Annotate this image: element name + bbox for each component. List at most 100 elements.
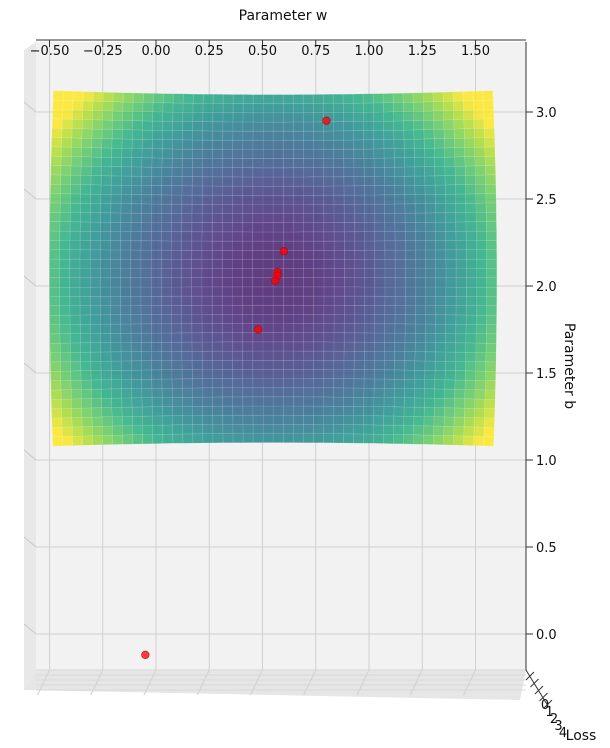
surface-patch [222, 112, 234, 123]
surface-patch [202, 433, 214, 444]
surface-patch [202, 130, 214, 141]
surface-patch [373, 111, 384, 122]
surface-patch [252, 204, 264, 214]
surface-patch [89, 268, 101, 279]
surface-patch [102, 119, 113, 130]
surface-patch [383, 415, 395, 426]
surface-patch [464, 156, 476, 167]
surface-patch [303, 332, 314, 343]
surface-patch [171, 240, 182, 251]
surface-patch [363, 111, 374, 122]
surface-patch [70, 361, 82, 372]
surface-patch [252, 185, 264, 196]
surface-patch [79, 296, 91, 306]
surface-patch [342, 93, 354, 104]
surface-patch [443, 416, 455, 427]
surface-patch [486, 296, 498, 307]
surface-patch [80, 203, 91, 213]
surface-patch [272, 231, 284, 242]
surface-patch [171, 167, 183, 177]
surface-patch [69, 221, 81, 232]
surface-patch [79, 258, 91, 269]
surface-patch [110, 184, 122, 195]
surface-patch [171, 249, 182, 260]
surface-patch [293, 213, 304, 224]
surface-patch [201, 194, 213, 205]
surface-patch [120, 305, 132, 316]
surface-patch [393, 120, 405, 131]
surface-patch [455, 286, 467, 297]
surface-patch [110, 221, 122, 232]
surface-patch [353, 369, 365, 380]
surface-patch [293, 323, 304, 333]
surface-patch [434, 175, 446, 186]
surface-patch [161, 314, 172, 325]
surface-patch [130, 342, 142, 352]
surface-patch [69, 314, 81, 325]
surface-patch [201, 222, 213, 233]
surface-patch [222, 194, 233, 205]
surface-patch [120, 314, 132, 325]
surface-patch [191, 268, 203, 279]
surface-patch [201, 185, 213, 196]
surface-patch [283, 341, 294, 352]
surface-patch [100, 360, 112, 371]
surface-patch [354, 240, 365, 251]
surface-patch [262, 387, 274, 398]
surface-patch [344, 268, 355, 279]
surface-patch [313, 378, 324, 389]
surface-patch [374, 351, 385, 361]
surface-patch [262, 195, 274, 205]
surface-patch [242, 140, 254, 150]
surface-patch [465, 342, 477, 353]
surface-patch [394, 203, 406, 214]
surface-patch [425, 268, 437, 279]
surface-patch [232, 286, 243, 297]
surface-patch [415, 259, 426, 269]
surface-patch [293, 341, 304, 352]
surface-patch [151, 176, 163, 186]
surface-patch [70, 342, 81, 353]
surface-patch [100, 277, 111, 288]
surface-patch [454, 389, 466, 400]
side-pane [24, 42, 36, 690]
surface-patch [71, 417, 83, 428]
surface-patch [110, 203, 122, 214]
surface-patch [262, 185, 274, 196]
gradient-step-point [254, 325, 263, 334]
surface-patch [435, 268, 447, 279]
surface-patch [100, 249, 111, 260]
y-tick-label: 3.0 [536, 106, 557, 121]
surface-patch [50, 155, 62, 166]
surface-patch [394, 332, 406, 343]
surface-patch [69, 277, 81, 288]
surface-patch [332, 93, 344, 104]
surface-patch [222, 259, 233, 269]
surface-patch [172, 406, 183, 416]
surface-patch [293, 387, 304, 398]
surface-patch [202, 121, 214, 132]
surface-patch [373, 148, 385, 159]
surface-patch [262, 167, 274, 178]
surface-patch [111, 416, 123, 427]
surface-patch [60, 156, 72, 167]
surface-patch [152, 93, 164, 104]
surface-patch [201, 295, 213, 306]
surface-patch [120, 286, 132, 297]
surface-patch [445, 193, 456, 204]
surface-patch [283, 213, 294, 224]
surface-patch [465, 230, 477, 241]
surface-patch [171, 323, 183, 334]
surface-patch [182, 148, 193, 159]
surface-patch [432, 91, 444, 102]
surface-patch [162, 139, 173, 150]
surface-patch [272, 387, 284, 398]
surface-patch [161, 305, 172, 315]
surface-patch [122, 434, 134, 445]
surface-patch [141, 406, 153, 417]
surface-patch [201, 314, 213, 324]
surface-patch [171, 332, 183, 343]
surface-patch [90, 342, 102, 353]
surface-patch [282, 396, 294, 407]
surface-patch [272, 167, 284, 178]
